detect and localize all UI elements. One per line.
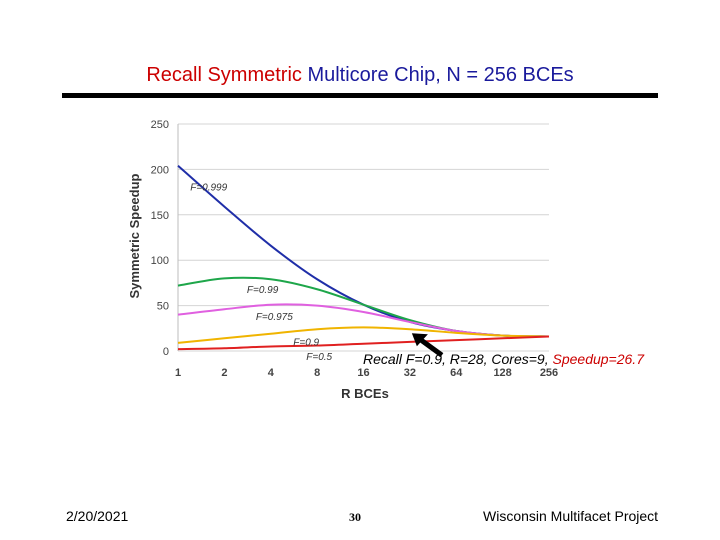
x-tick-4: 16 [357,367,369,379]
slide-number: 30 [349,510,361,524]
y-tick-4: 200 [151,164,169,176]
x-tick-2: 4 [268,367,275,379]
x-axis-label: R BCEs [341,386,389,401]
y-tick-3: 150 [151,210,169,222]
x-tick-0: 1 [175,367,181,379]
series-label-1: F=0.99 [247,285,279,296]
series-line-4 [177,335,550,351]
y-tick-5: 250 [151,119,169,131]
annotation-arrow-shaft [418,337,444,358]
y-tick-1: 50 [157,301,169,313]
footer-project: Wisconsin Multifacet Project [483,508,659,524]
y-axis-label: Symmetric Speedup [127,173,142,298]
series-label-3: F=0.9 [293,338,319,349]
series-label-4: F=0.5 [306,352,332,363]
annotation-main: Recall F=0.9, R=28, Cores=9, [363,351,553,367]
x-tick-5: 32 [404,367,416,379]
slide-title-part1: Recall Symmetric [146,64,308,86]
series-label-2: F=0.975 [256,312,293,323]
footer-date: 2/20/2021 [66,508,129,524]
series-lines [177,165,550,351]
y-tick-labels: 0 50 100 150 200 250 [151,119,169,358]
x-tick-8: 256 [540,367,558,379]
x-tick-labels: 1 2 4 8 16 32 64 128 256 [175,367,558,379]
x-tick-3: 8 [314,367,320,379]
annotation-text: Recall F=0.9, R=28, Cores=9, Speedup=26.… [363,351,645,367]
series-line-2 [177,303,550,338]
x-tick-6: 64 [450,367,463,379]
x-tick-1: 2 [221,367,227,379]
chart-grid [177,123,549,352]
annotation-arrow [411,333,444,358]
series-line-3 [177,326,550,344]
slide-title-part2: Multicore Chip, N = 256 BCEs [307,64,574,86]
series-label-0: F=0.999 [190,183,227,194]
slide-title: Recall Symmetric Multicore Chip, N = 256… [0,64,720,87]
series-line-0 [177,165,550,338]
title-underline [62,93,658,98]
y-tick-0: 0 [163,346,169,358]
series-labels: F=0.999 F=0.99 F=0.975 F=0.9 F=0.5 [190,183,332,363]
annotation-speedup: Speedup=26.7 [553,351,646,367]
annotation-arrow-head [411,333,428,347]
x-tick-7: 128 [493,367,511,379]
y-tick-2: 100 [151,255,169,267]
